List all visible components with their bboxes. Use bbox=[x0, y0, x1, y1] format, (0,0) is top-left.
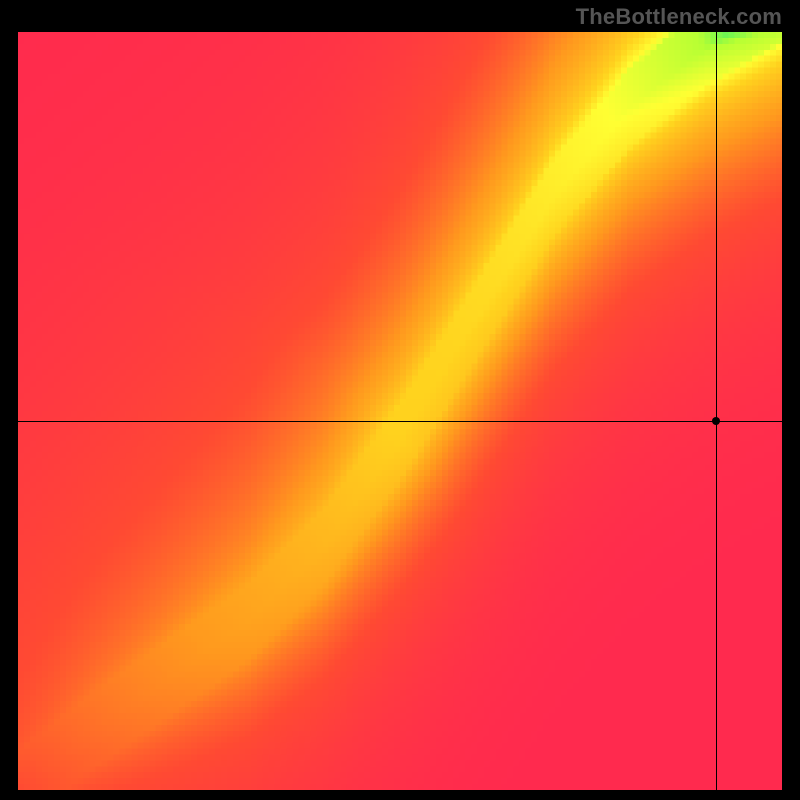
watermark-text: TheBottleneck.com bbox=[576, 4, 782, 30]
crosshair-vertical bbox=[716, 32, 717, 790]
figure-root: TheBottleneck.com bbox=[0, 0, 800, 800]
crosshair-dot bbox=[712, 417, 720, 425]
crosshair-horizontal bbox=[18, 421, 782, 422]
heatmap-canvas bbox=[18, 32, 782, 790]
heatmap-plot bbox=[18, 32, 782, 790]
